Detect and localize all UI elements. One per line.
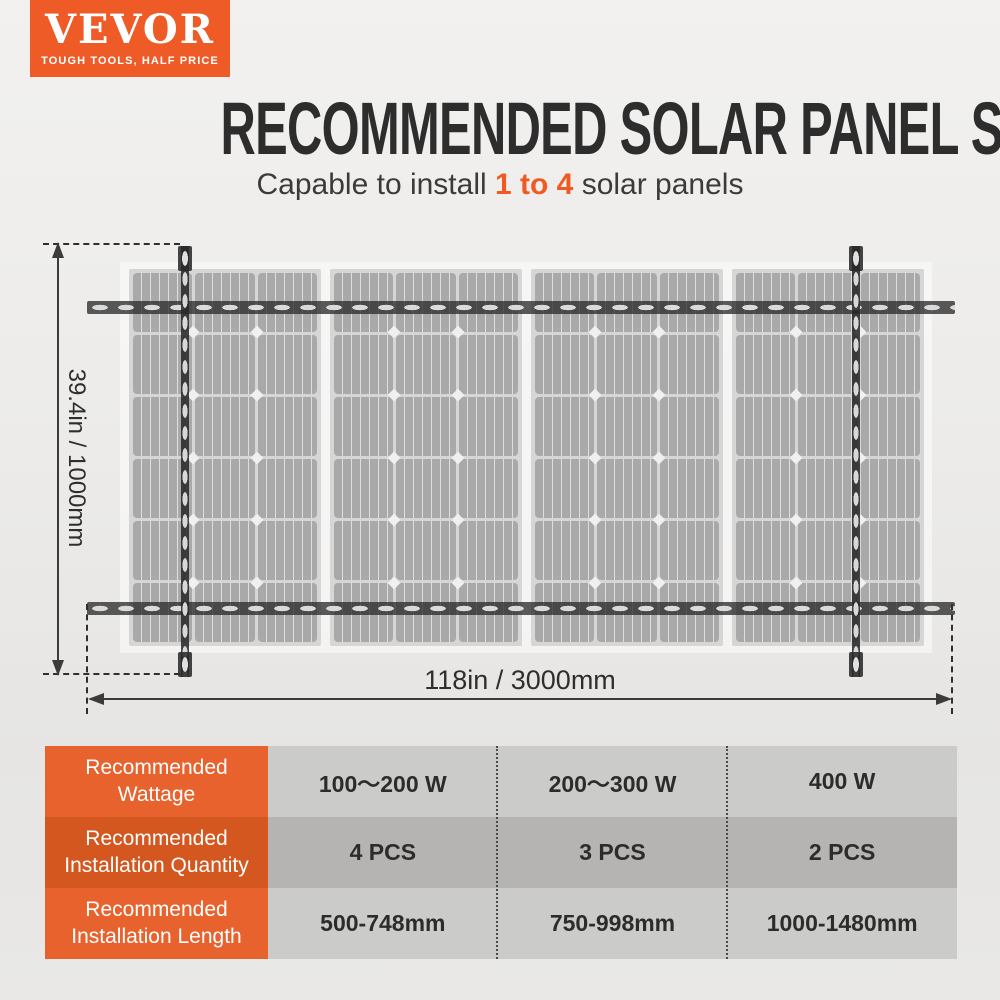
solar-cell-block	[736, 459, 796, 518]
table-row: Recommended Installation Quantity 4 PCS 3 …	[45, 817, 957, 888]
solar-panel	[129, 269, 321, 646]
solar-cell-block	[597, 459, 657, 518]
table-row-label: Recommended Installation Quantity	[45, 817, 268, 888]
solar-cell-block	[597, 397, 657, 456]
solar-cell-block	[458, 521, 518, 580]
table-row-label: Recommended Installation Length	[45, 888, 268, 959]
solar-cell-block	[195, 335, 255, 394]
table-row-label: Recommended Wattage	[45, 746, 268, 817]
table-value-cell: 100～200 W	[268, 746, 498, 817]
page-title: RECOMMENDED SOLAR PANEL SIZE	[220, 87, 1000, 170]
solar-panel	[732, 269, 924, 646]
extension-line-left	[86, 604, 88, 714]
table-value-cell: 200～300 W	[497, 746, 728, 817]
table-value-cell: 2 PCS	[727, 817, 957, 888]
solar-cell-block	[659, 397, 719, 456]
solar-panel	[330, 269, 522, 646]
table-row: Recommended Installation Length 500-748mm…	[45, 888, 957, 959]
table-column-divider	[496, 746, 498, 959]
height-dimension-label: 39.4in / 1000mm	[63, 368, 90, 548]
solar-cell-block	[458, 335, 518, 394]
width-dimension-line	[90, 698, 950, 700]
brand-tagline: TOUGH TOOLS, HALF PRICE	[41, 55, 219, 67]
page-subtitle: Capable to install 1 to 4 solar panels	[256, 168, 744, 201]
solar-cell-block	[535, 397, 595, 456]
subtitle-highlight: 1 to 4	[495, 168, 574, 201]
solar-cell-block	[597, 521, 657, 580]
mounting-rail-bottom	[87, 602, 955, 615]
solar-cell-block	[535, 459, 595, 518]
solar-cell-block	[195, 521, 255, 580]
solar-panel	[531, 269, 723, 646]
solar-cell-block	[860, 459, 920, 518]
solar-cell-block	[535, 335, 595, 394]
table-value-cell: 4 PCS	[268, 817, 498, 888]
table-row: Recommended Wattage 100～200 W 200～300 W 400…	[45, 746, 957, 817]
mounting-rail-top	[87, 301, 955, 314]
solar-cell-block	[257, 335, 317, 394]
arrow-up-icon	[52, 242, 64, 258]
solar-cell-block	[195, 459, 255, 518]
solar-cell-block	[659, 521, 719, 580]
extension-line-right	[951, 604, 953, 714]
solar-cell-block	[798, 521, 858, 580]
solar-cell-block	[736, 521, 796, 580]
solar-cell-block	[597, 335, 657, 394]
mounting-bracket-left	[178, 246, 192, 677]
height-dimension-line	[57, 250, 59, 668]
solar-cell-block	[334, 521, 394, 580]
solar-cell-block	[257, 397, 317, 456]
solar-cell-block	[257, 459, 317, 518]
arrow-down-icon	[52, 660, 64, 676]
mounting-bracket-right	[849, 246, 863, 677]
extension-line-top	[43, 243, 180, 245]
vevor-logo: VEVOR TOUGH TOOLS, HALF PRICE	[30, 0, 230, 77]
solar-cell-block	[659, 459, 719, 518]
solar-cell-block	[195, 397, 255, 456]
solar-cell-block	[860, 521, 920, 580]
solar-cell-block	[798, 459, 858, 518]
extension-line-bottom	[43, 673, 180, 675]
solar-cell-block	[736, 397, 796, 456]
table-value-cell: 750-998mm	[497, 888, 728, 959]
solar-cell-block	[860, 397, 920, 456]
solar-cell-block	[860, 335, 920, 394]
solar-cell-block	[535, 521, 595, 580]
solar-cell-block	[458, 397, 518, 456]
arrow-right-icon	[936, 693, 952, 705]
table-column-divider	[726, 746, 728, 959]
width-dimension-label: 118in / 3000mm	[424, 665, 616, 695]
solar-cell-block	[659, 335, 719, 394]
solar-cell-block	[257, 521, 317, 580]
solar-cell-block	[736, 335, 796, 394]
solar-cell-block	[798, 397, 858, 456]
solar-cell-block	[798, 335, 858, 394]
table-value-cell: 1000-1480mm	[727, 888, 957, 959]
panel-array	[129, 269, 924, 646]
table-value-cell: 400 W	[727, 746, 957, 817]
table-value-cell: 500-748mm	[268, 888, 498, 959]
spec-table: Recommended Wattage 100～200 W 200～300 W 400…	[45, 746, 957, 959]
brand-name: VEVOR	[45, 6, 215, 53]
arrow-left-icon	[88, 693, 104, 705]
solar-cell-block	[334, 459, 394, 518]
solar-cell-block	[396, 459, 456, 518]
table-value-cell: 3 PCS	[497, 817, 728, 888]
solar-cell-block	[334, 335, 394, 394]
solar-cell-block	[396, 335, 456, 394]
solar-cell-block	[396, 397, 456, 456]
solar-cell-block	[396, 521, 456, 580]
solar-cell-block	[334, 397, 394, 456]
solar-cell-block	[458, 459, 518, 518]
